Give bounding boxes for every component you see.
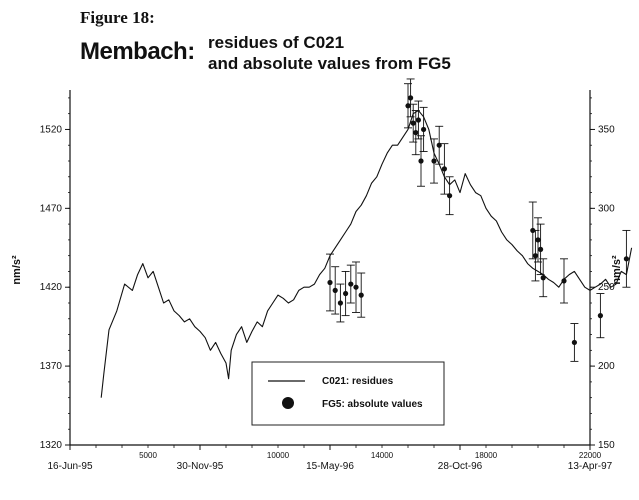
fg5-point [447, 193, 453, 199]
chart-title: Membach: [80, 38, 195, 65]
fg5-point [431, 158, 437, 164]
x-date-tick-label: 15-May-96 [306, 461, 354, 472]
y-right-tick-label: 350 [598, 124, 615, 135]
figure-label: Figure 18: [80, 8, 155, 27]
y-axis-left-label: nm/s² [11, 255, 23, 285]
y-right-tick-label: 250 [598, 282, 615, 293]
y-left-tick-label: 1520 [40, 124, 63, 135]
fg5-point [408, 95, 414, 101]
fg5-point [532, 253, 539, 259]
y-right-tick-label: 300 [598, 203, 615, 214]
fg5-point [597, 313, 604, 319]
fg5-point [337, 300, 343, 306]
legend-label-c021: C021: residues [322, 376, 394, 387]
legend-box [251, 361, 445, 426]
fg5-point [540, 275, 546, 281]
fg5-point [358, 292, 364, 298]
c021-residues-line [100, 109, 633, 398]
x-date-tick-label: 16-Jun-95 [47, 461, 92, 472]
fg5-point [343, 290, 349, 297]
fg5-point [410, 120, 416, 126]
fg5-point [538, 246, 544, 252]
y-left-tick-label: 1470 [40, 203, 63, 214]
axes: 1320 1370 1420 1470 1520 150 200 250 300 350 16-Ju… [11, 90, 623, 472]
x-inner-tick-label: 10000 [267, 451, 290, 460]
series-fg5-points [326, 78, 631, 362]
y-right-tick-label: 150 [598, 440, 615, 451]
series-c021-line [100, 109, 633, 398]
fg5-point [415, 117, 421, 123]
legend-label-fg5: FG5: absolute values [322, 399, 423, 410]
fg5-point [418, 158, 424, 164]
fg5-point [348, 281, 354, 287]
x-date-tick-label: 30-Nov-95 [177, 461, 224, 472]
fg5-point [535, 237, 541, 243]
legend: C021: residues FG5: absolute values [251, 361, 445, 426]
fg5-point [353, 284, 359, 290]
y-left-tick-label: 1320 [40, 440, 63, 451]
legend-point-swatch [282, 397, 294, 409]
x-inner-tick-label: 5000 [139, 451, 157, 460]
fg5-point [327, 279, 333, 286]
y-left-tick-label: 1420 [40, 282, 63, 293]
y-right-tick-label: 200 [598, 361, 615, 372]
fg5-point [623, 256, 630, 262]
fg5-point [332, 287, 338, 293]
x-inner-tick-label: 18000 [475, 451, 498, 460]
fg5-point [571, 339, 578, 346]
chart-subtitle-line2: and absolute values from FG5 [208, 54, 451, 73]
y-axis-right-label: nm/s² [611, 255, 623, 285]
fg5-point [561, 278, 567, 284]
fg5-point [413, 130, 419, 136]
x-inner-tick-label: 14000 [371, 451, 394, 460]
chart-subtitle-line1: residues of C021 [208, 33, 345, 52]
y-left-tick-label: 1370 [40, 361, 63, 372]
fg5-point [441, 166, 447, 172]
x-date-tick-label: 28-Oct-96 [438, 461, 483, 472]
x-inner-tick-label: 22000 [579, 451, 602, 460]
fg5-point [421, 126, 427, 133]
x-date-tick-label: 13-Apr-97 [568, 461, 613, 472]
